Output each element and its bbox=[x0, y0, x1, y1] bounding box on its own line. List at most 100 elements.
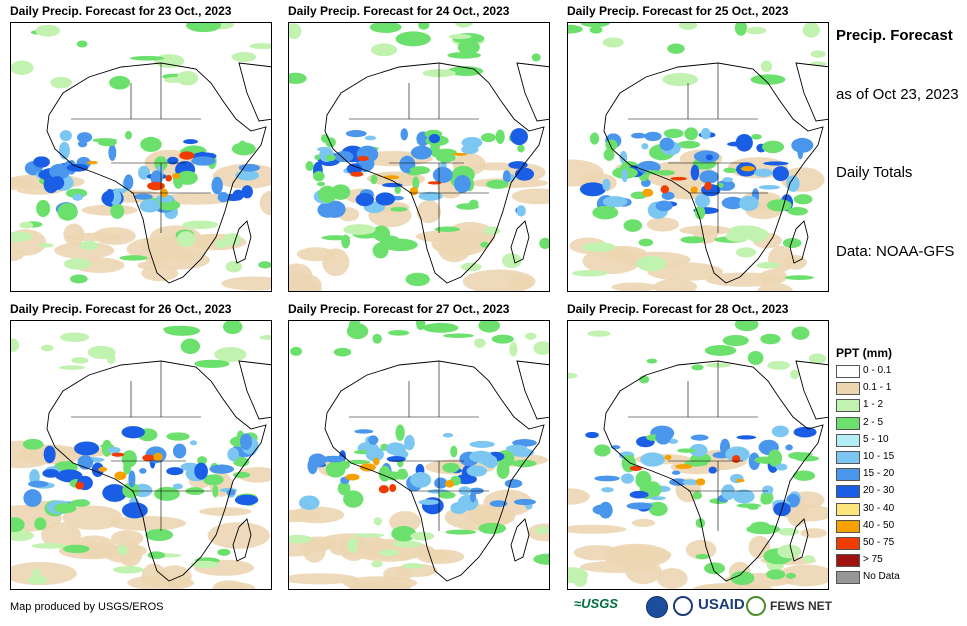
dry-patch bbox=[302, 538, 326, 563]
rain-patch bbox=[626, 502, 653, 510]
rain-patch bbox=[194, 359, 230, 368]
heavy-rain-core bbox=[86, 160, 98, 165]
rain-patch bbox=[587, 330, 611, 337]
arabia-outline bbox=[795, 360, 828, 420]
rain-patch bbox=[289, 23, 302, 40]
rain-patch bbox=[11, 60, 34, 75]
legend-swatch bbox=[836, 399, 860, 413]
rain-patch bbox=[767, 360, 791, 370]
legend-swatch bbox=[836, 502, 860, 516]
heavy-rain-core bbox=[142, 454, 155, 462]
rain-patch bbox=[71, 357, 89, 364]
legend-swatch bbox=[836, 554, 860, 568]
rain-patch bbox=[694, 205, 706, 220]
rain-patch bbox=[491, 334, 514, 344]
rain-patch bbox=[176, 170, 198, 185]
rain-patch bbox=[105, 188, 114, 204]
rain-patch bbox=[489, 500, 508, 507]
panel-title: Daily Precip. Forecast for 25 Oct., 2023 bbox=[567, 4, 789, 18]
rain-patch bbox=[510, 128, 529, 146]
rain-patch bbox=[447, 66, 484, 76]
rain-patch bbox=[238, 140, 247, 153]
africa-precip-map bbox=[289, 23, 549, 291]
arabia-outline bbox=[516, 360, 549, 420]
legend-row: 50 - 75 bbox=[836, 536, 961, 553]
rain-patch bbox=[762, 485, 774, 495]
legend-label: 1 - 2 bbox=[863, 399, 884, 411]
rain-patch bbox=[656, 170, 675, 176]
rain-patch bbox=[705, 362, 732, 368]
rain-patch bbox=[410, 145, 433, 160]
rain-patch bbox=[754, 456, 778, 464]
usgs-logo: ≈USGS bbox=[574, 596, 618, 611]
rain-patch bbox=[355, 193, 374, 207]
rain-patch bbox=[786, 175, 800, 192]
legend-swatch bbox=[836, 382, 860, 396]
rain-patch bbox=[62, 544, 90, 554]
rain-patch bbox=[620, 473, 634, 484]
rain-patch bbox=[108, 144, 117, 161]
rain-patch bbox=[480, 241, 490, 248]
dry-patch bbox=[656, 568, 688, 589]
rain-patch bbox=[190, 560, 220, 568]
rain-patch bbox=[298, 495, 320, 510]
rain-patch bbox=[119, 255, 148, 261]
dry-patch bbox=[511, 188, 549, 205]
rain-patch bbox=[445, 529, 477, 535]
forecast-map bbox=[10, 22, 272, 292]
heavy-rain-core bbox=[670, 176, 687, 181]
legend-swatch bbox=[836, 416, 860, 430]
rain-patch bbox=[375, 192, 396, 206]
madagascar-outline bbox=[510, 518, 530, 562]
rain-patch bbox=[35, 24, 61, 37]
dry-patch bbox=[431, 231, 489, 256]
rain-patch bbox=[348, 321, 361, 335]
rain-patch bbox=[341, 234, 351, 249]
rain-patch bbox=[778, 527, 800, 536]
africa-precip-map bbox=[11, 23, 271, 291]
rain-patch bbox=[217, 191, 230, 203]
usaid-seal-icon bbox=[673, 596, 693, 616]
rain-patch bbox=[784, 275, 814, 280]
dry-patch bbox=[289, 509, 322, 523]
rain-patch bbox=[34, 517, 47, 531]
rain-patch bbox=[692, 491, 703, 500]
rain-patch bbox=[689, 443, 708, 457]
rain-patch bbox=[346, 163, 363, 175]
rain-patch bbox=[32, 568, 41, 578]
dry-patch bbox=[41, 522, 82, 549]
heavy-rain-core bbox=[690, 186, 698, 194]
rain-patch bbox=[76, 40, 88, 48]
forecast-panel-3: Daily Precip. Forecast for 25 Oct., 2023 bbox=[567, 4, 829, 292]
legend-label: 40 - 50 bbox=[863, 519, 895, 531]
rain-patch bbox=[690, 164, 700, 181]
rain-patch bbox=[450, 445, 458, 458]
country-border bbox=[349, 381, 410, 418]
dry-patch bbox=[212, 580, 246, 589]
rain-patch bbox=[760, 494, 771, 505]
rain-patch bbox=[680, 236, 706, 244]
heavy-rain-core bbox=[98, 466, 108, 472]
dry-patch bbox=[65, 232, 123, 242]
rain-patch bbox=[11, 517, 25, 533]
rain-patch bbox=[638, 238, 654, 247]
rain-patch bbox=[458, 486, 471, 496]
rain-patch bbox=[605, 139, 618, 151]
legend-row: 5 - 10 bbox=[836, 433, 961, 450]
side-title: Precip. Forecast bbox=[836, 27, 953, 44]
rain-patch bbox=[736, 435, 757, 440]
rain-patch bbox=[516, 205, 526, 217]
dry-patch bbox=[289, 277, 322, 291]
rain-patch bbox=[128, 470, 136, 488]
rain-patch bbox=[223, 233, 242, 246]
rain-patch bbox=[601, 487, 614, 493]
rain-patch bbox=[156, 194, 174, 203]
rain-patch bbox=[751, 133, 762, 140]
rain-patch bbox=[525, 332, 537, 340]
heavy-rain-core bbox=[444, 479, 455, 488]
panel-title: Daily Precip. Forecast for 23 Oct., 2023 bbox=[10, 4, 232, 18]
rain-patch bbox=[167, 156, 179, 165]
forecast-panel-4: Daily Precip. Forecast for 26 Oct., 2023 bbox=[10, 302, 272, 590]
dry-patch bbox=[416, 200, 442, 224]
legend-swatch bbox=[836, 485, 860, 499]
